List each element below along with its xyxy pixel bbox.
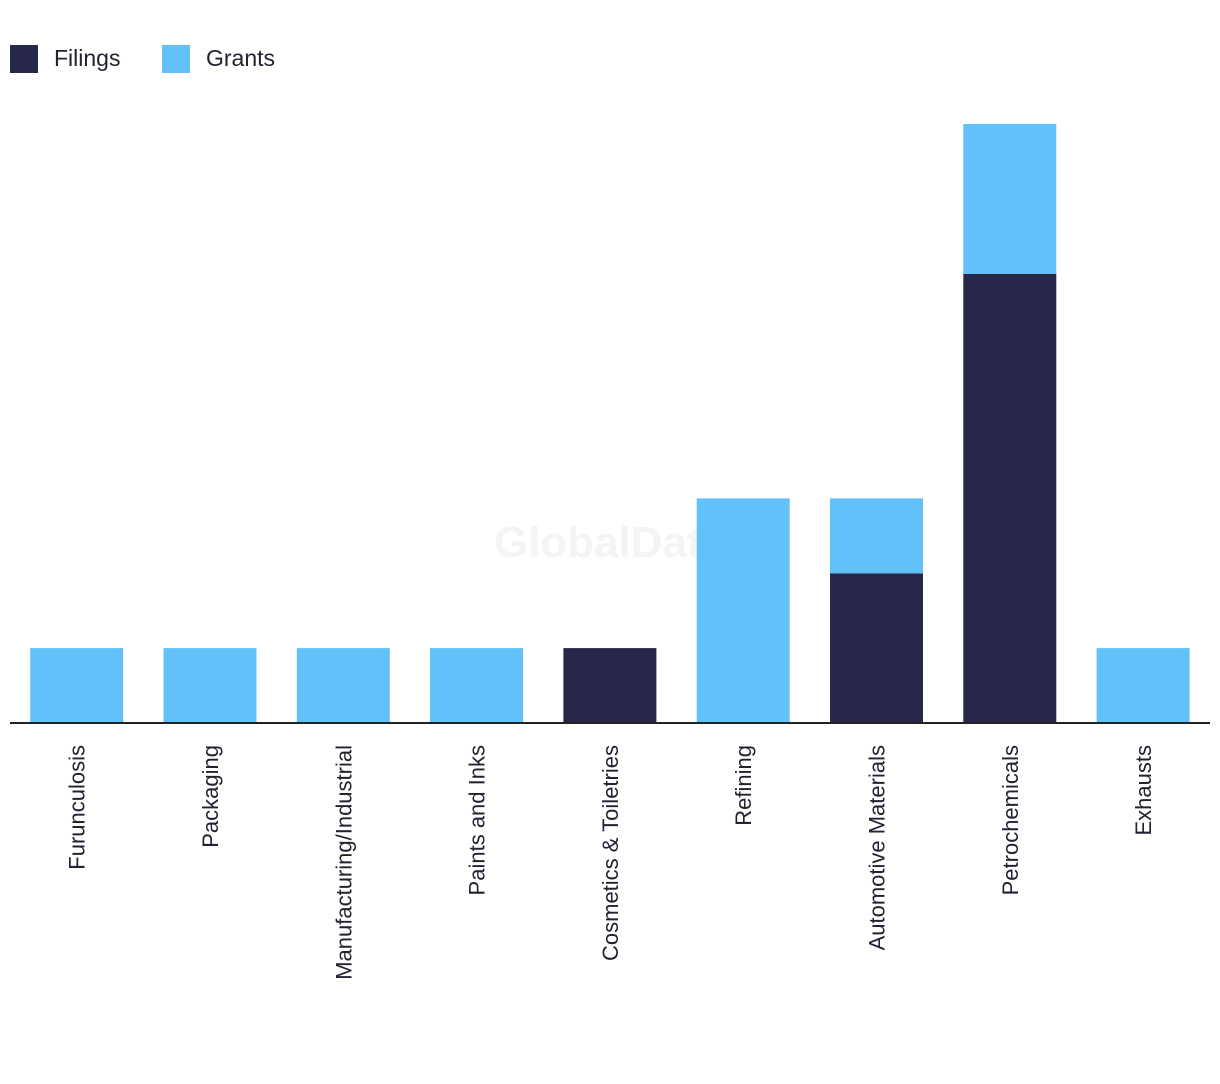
tick-label-refining: Refining xyxy=(731,745,756,826)
tick-label-exhausts: Exhausts xyxy=(1131,745,1156,836)
bar-filings-automotive-materials xyxy=(830,573,923,724)
bar-grants-refining xyxy=(696,498,790,723)
legend: Filings Grants xyxy=(10,45,275,73)
bar-filings-cosmetics-toiletries xyxy=(563,648,657,723)
legend-swatch-filings xyxy=(10,45,38,73)
watermark: GlobalData xyxy=(494,518,727,567)
bar-grants-automotive-materials xyxy=(830,498,923,574)
tick-label-manufacturing-industrial: Manufacturing/Industrial xyxy=(331,745,356,980)
tick-label-paints-and-inks: Paints and Inks xyxy=(465,745,490,895)
tick-label-furunculosis: Furunculosis xyxy=(65,745,90,870)
tick-label-packaging: Packaging xyxy=(198,745,223,848)
x-axis-ticks: Furunculosis Packaging Manufacturing/Indus… xyxy=(65,745,1156,980)
legend-swatch-grants xyxy=(162,45,190,73)
bar-grants-manufacturing-industrial xyxy=(296,648,390,723)
legend-label-grants: Grants xyxy=(206,45,275,71)
bar-grants-packaging xyxy=(163,648,257,723)
bar-grants-petrochemicals xyxy=(963,124,1057,274)
bar-grants-paints-and-inks xyxy=(430,648,524,723)
bar-grants-furunculosis xyxy=(30,648,124,723)
tick-label-cosmetics-toiletries: Cosmetics & Toiletries xyxy=(598,745,623,961)
bars xyxy=(30,124,1190,724)
bar-filings-petrochemicals xyxy=(963,273,1057,724)
tick-label-petrochemicals: Petrochemicals xyxy=(998,745,1023,895)
bar-grants-exhausts xyxy=(1096,648,1190,723)
tick-label-automotive-materials: Automotive Materials xyxy=(864,745,889,950)
legend-label-filings: Filings xyxy=(54,45,120,71)
